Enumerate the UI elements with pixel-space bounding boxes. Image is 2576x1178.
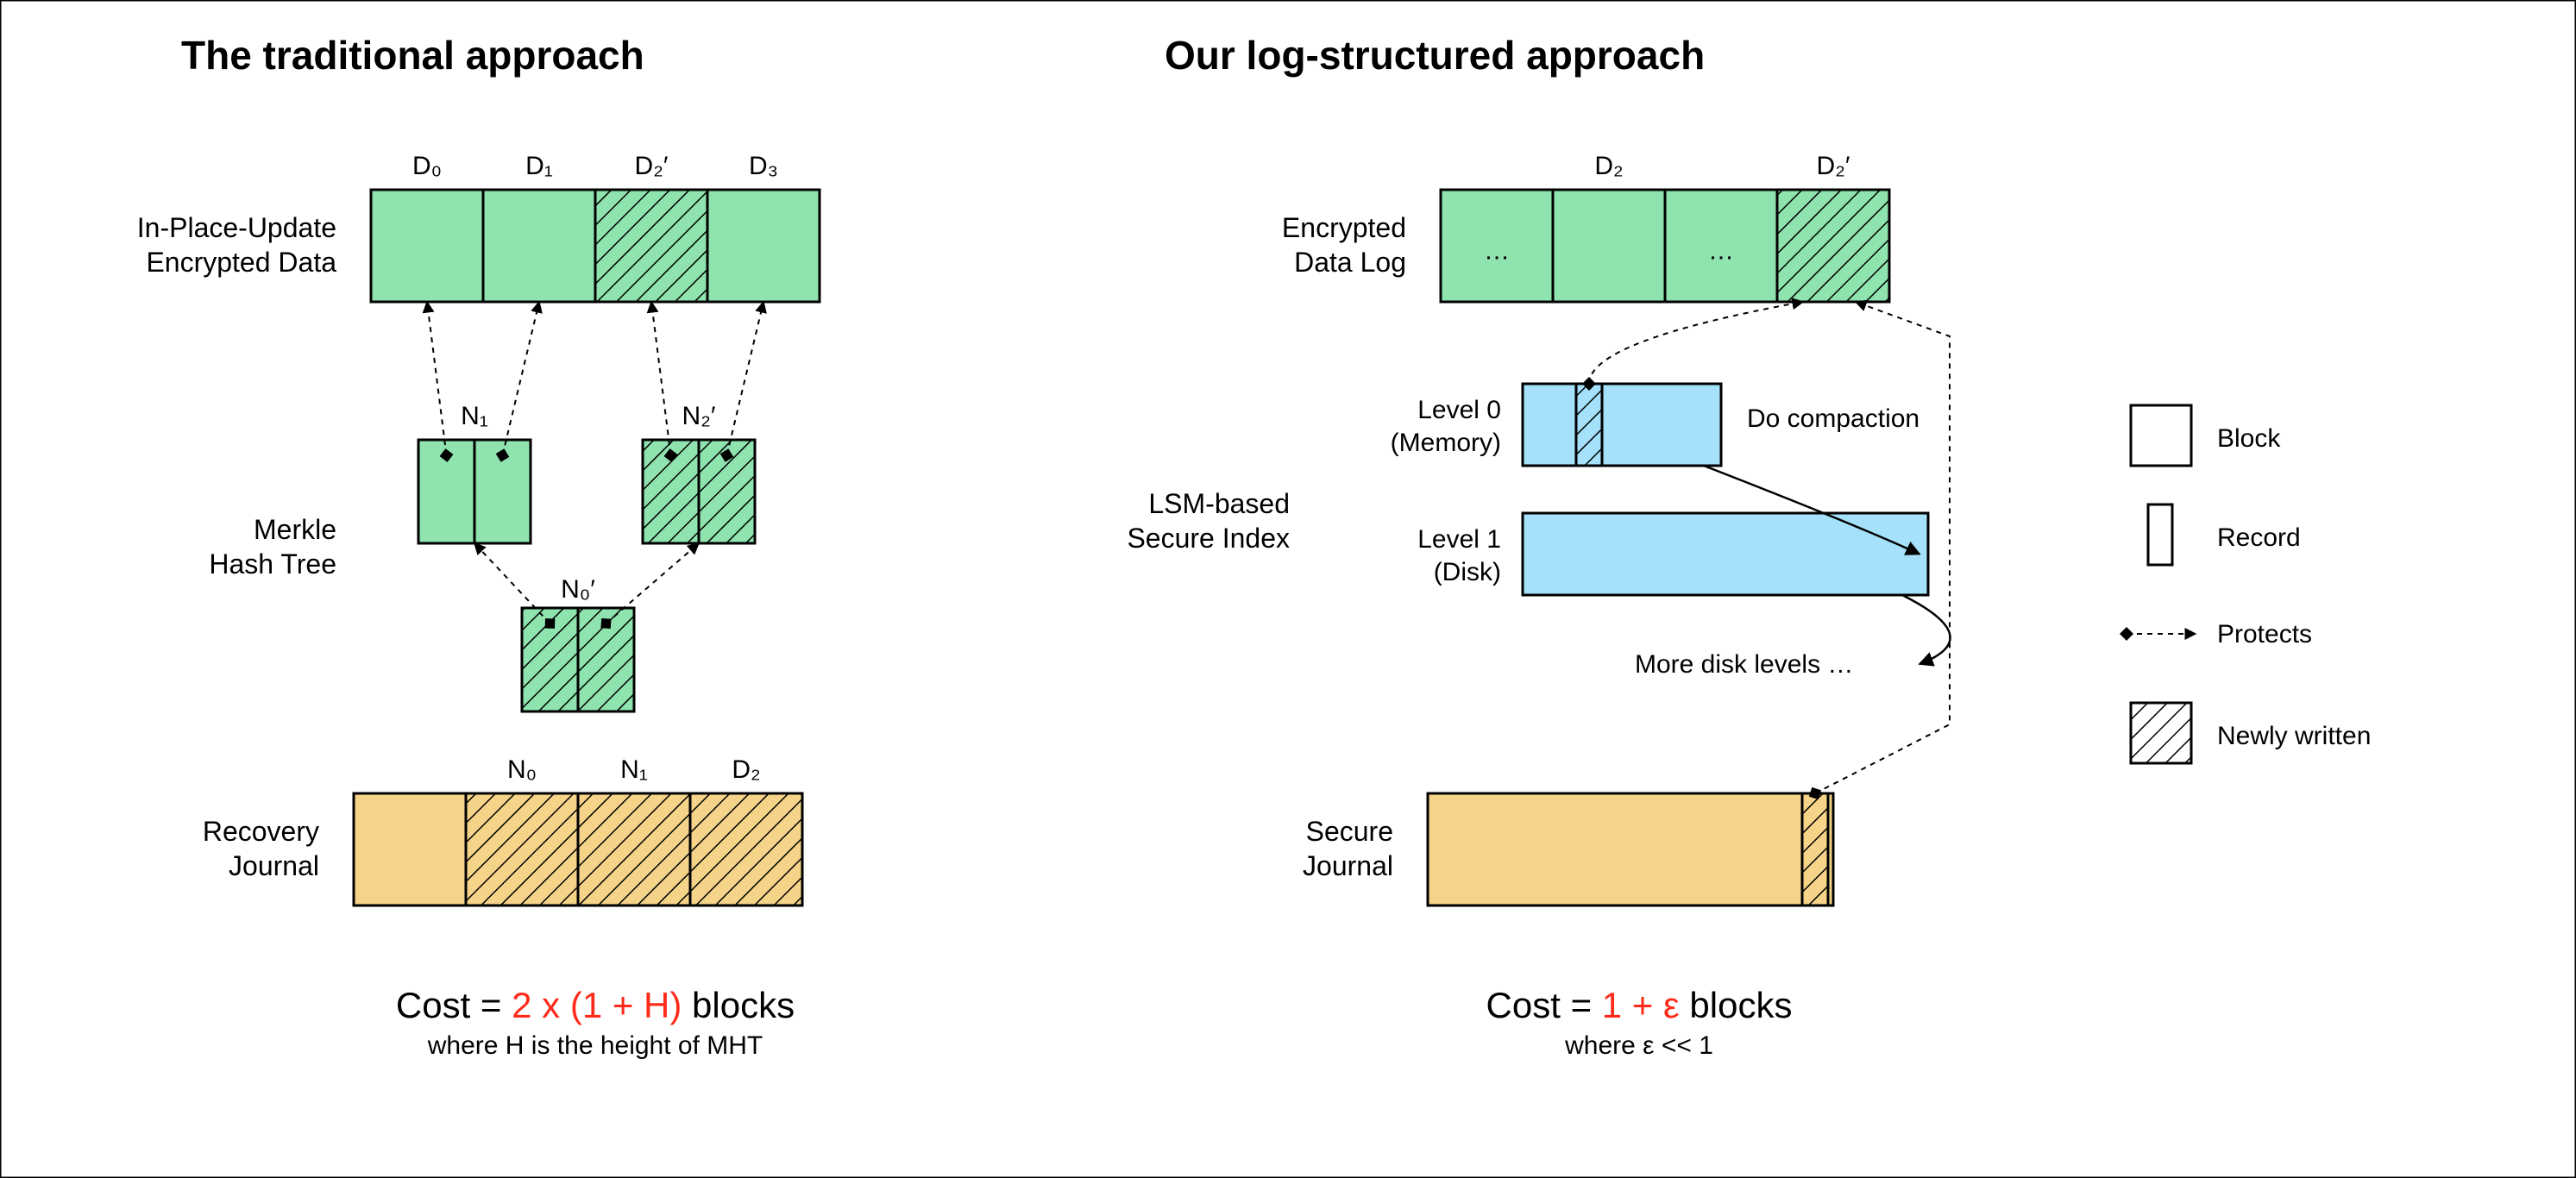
- mht-n2-label: N₂′: [682, 402, 716, 430]
- right-row2-b: Secure Index: [1127, 523, 1290, 554]
- right-d2p: D₂′: [1817, 152, 1850, 180]
- lvl1-b: (Disk): [1434, 558, 1501, 586]
- left-d-label: D₃: [749, 152, 778, 180]
- left-row3-b: Journal: [229, 850, 319, 881]
- compaction-label: Do compaction: [1747, 404, 1919, 433]
- legend-block-icon: [2131, 405, 2191, 466]
- lvl0-a: Level 0: [1417, 396, 1501, 424]
- legend-record: Record: [2217, 523, 2301, 552]
- legend-newly: Newly written: [2217, 722, 2371, 750]
- ellipsis: …: [1484, 237, 1510, 266]
- left-row1-b: Encrypted Data: [146, 247, 336, 278]
- right-row3-b: Journal: [1303, 850, 1393, 881]
- left-cost: Cost = 2 x (1 + H) blocks: [396, 985, 795, 1025]
- lsm-level1: [1523, 513, 1928, 595]
- left-d-label: D₀: [412, 152, 442, 180]
- ellipsis: …: [1708, 237, 1734, 266]
- journal-label: N₁: [620, 755, 648, 784]
- legend-block: Block: [2217, 424, 2281, 453]
- right-row2-a: LSM-based: [1148, 488, 1290, 519]
- mht-n0-label: N₀′: [561, 575, 595, 604]
- lsm-level0: [1523, 384, 1721, 466]
- left-row2-b: Hash Tree: [209, 548, 336, 580]
- journal-label: D₂: [732, 755, 760, 784]
- legend-record-icon: [2148, 504, 2172, 565]
- left-row2-a: Merkle: [254, 514, 336, 545]
- left-row1-a: In-Place-Update: [137, 212, 336, 243]
- title-right: Our log-structured approach: [1165, 33, 1705, 78]
- right-d2: D₂: [1594, 152, 1623, 180]
- more-levels-label: More disk levels …: [1635, 650, 1853, 679]
- legend-protects: Protects: [2217, 620, 2312, 649]
- left-data-block: [483, 190, 595, 302]
- right-row3-a: Secure: [1306, 816, 1393, 847]
- left-row3-a: Recovery: [203, 816, 319, 847]
- lvl1-a: Level 1: [1417, 525, 1501, 554]
- left-data-block: [707, 190, 820, 302]
- journal-block: [354, 793, 466, 905]
- mht-n1-label: N₁: [461, 402, 488, 430]
- right-cost-sub: where ε << 1: [1564, 1031, 1713, 1060]
- left-data-block-new: [595, 190, 707, 302]
- right-cost: Cost = 1 + ε blocks: [1486, 985, 1793, 1025]
- secure-journal: [1428, 793, 1833, 905]
- left-cost-sub: where H is the height of MHT: [427, 1031, 763, 1060]
- right-row1-a: Encrypted: [1282, 212, 1406, 243]
- journal-label: N₀: [507, 755, 537, 784]
- right-row1-b: Data Log: [1294, 247, 1406, 278]
- lvl0-b: (Memory): [1391, 429, 1501, 457]
- left-data-block: [371, 190, 483, 302]
- title-left: The traditional approach: [181, 33, 644, 78]
- left-d-label: D₂′: [635, 152, 669, 180]
- left-d-label: D₁: [525, 152, 553, 180]
- right-data-block: [1553, 190, 1665, 302]
- right-data-block-new: [1777, 190, 1889, 302]
